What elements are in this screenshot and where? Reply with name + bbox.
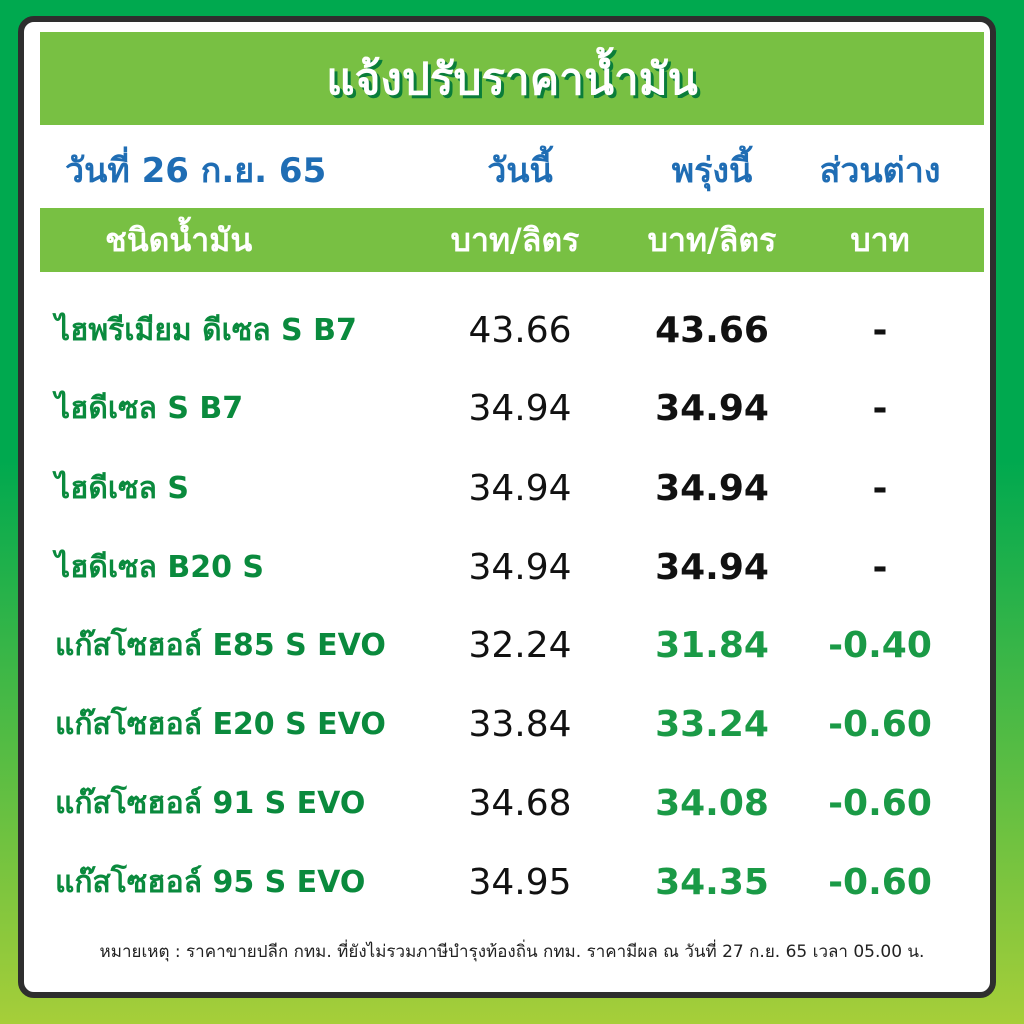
tomorrow-price: 34.94 (655, 467, 769, 509)
table-row: แก๊สโซฮอล์ E85 S EVO 32.24 31.84 -0.40 (0, 610, 1024, 680)
price-card (18, 16, 996, 998)
today-unit: บาท/ลิตร (450, 220, 580, 259)
tomorrow-price: 34.94 (655, 387, 769, 429)
today-price: 43.66 (468, 309, 572, 351)
fuel-type-header: ชนิดน้ำมัน (105, 220, 253, 259)
fuel-name: ไฮดีเซล S B7 (55, 390, 244, 426)
page-title: แจ้งปรับราคาน้ำมัน (40, 32, 984, 125)
price-diff: - (872, 309, 888, 351)
fuel-name: ไฮพรีเมียม ดีเซล S B7 (55, 312, 357, 348)
fuel-name: แก๊สโซฮอล์ 91 S EVO (55, 785, 366, 821)
tomorrow-price: 34.35 (655, 861, 769, 903)
price-diff: -0.60 (828, 703, 932, 745)
table-row: แก๊สโซฮอล์ 91 S EVO 34.68 34.08 -0.60 (0, 768, 1024, 838)
table-row: แก๊สโซฮอล์ E20 S EVO 33.84 33.24 -0.60 (0, 689, 1024, 759)
price-diff: - (872, 546, 888, 588)
today-price: 34.68 (468, 782, 572, 824)
subheader-band (40, 208, 984, 272)
diff-header: ส่วนต่าง (819, 151, 941, 191)
table-row: ไฮดีเซล S 34.94 34.94 - (0, 453, 1024, 523)
fuel-name: แก๊สโซฮอล์ 95 S EVO (55, 864, 366, 900)
table-row: ไฮพรีเมียม ดีเซล S B7 43.66 43.66 - (0, 295, 1024, 365)
table-row: ไฮดีเซล S B7 34.94 34.94 - (0, 373, 1024, 443)
fuel-name: ไฮดีเซล B20 S (55, 549, 264, 585)
footnote: หมายเหตุ : ราคาขายปลีก กทม. ที่ยังไม่รวม… (99, 942, 925, 962)
tomorrow-unit: บาท/ลิตร (647, 220, 777, 259)
date-label: วันที่ 26 ก.ย. 65 (65, 151, 327, 191)
tomorrow-price: 34.94 (655, 546, 769, 588)
today-price: 34.94 (468, 467, 572, 509)
today-price: 34.94 (468, 546, 572, 588)
table-row: แก๊สโซฮอล์ 95 S EVO 34.95 34.35 -0.60 (0, 847, 1024, 917)
price-diff: - (872, 467, 888, 509)
today-price: 34.95 (468, 861, 572, 903)
tomorrow-price: 33.24 (655, 703, 769, 745)
tomorrow-price: 43.66 (655, 309, 769, 351)
tomorrow-header: พรุ่งนี้ (671, 151, 753, 191)
tomorrow-price: 31.84 (655, 624, 769, 666)
table-row: ไฮดีเซล B20 S 34.94 34.94 - (0, 532, 1024, 602)
tomorrow-price: 34.08 (655, 782, 769, 824)
price-diff: -0.60 (828, 782, 932, 824)
today-header: วันนี้ (487, 151, 553, 191)
price-diff: -0.40 (828, 624, 932, 666)
price-diff: -0.60 (828, 861, 932, 903)
fuel-name: แก๊สโซฮอล์ E85 S EVO (55, 627, 386, 663)
diff-unit: บาท (850, 220, 910, 259)
fuel-name: ไฮดีเซล S (55, 470, 189, 506)
today-price: 32.24 (468, 624, 572, 666)
today-price: 33.84 (468, 703, 572, 745)
fuel-name: แก๊สโซฮอล์ E20 S EVO (55, 706, 386, 742)
price-diff: - (872, 387, 888, 429)
today-price: 34.94 (468, 387, 572, 429)
